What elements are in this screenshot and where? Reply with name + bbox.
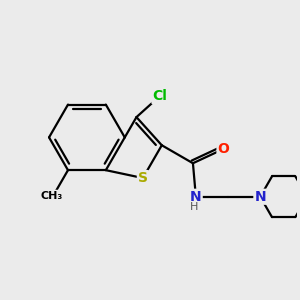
Text: N: N — [254, 190, 266, 204]
Text: O: O — [218, 142, 230, 156]
Text: S: S — [138, 171, 148, 185]
Text: N: N — [190, 190, 202, 204]
Text: Cl: Cl — [152, 89, 167, 103]
Text: CH₃: CH₃ — [40, 191, 62, 201]
Text: H: H — [190, 202, 198, 212]
